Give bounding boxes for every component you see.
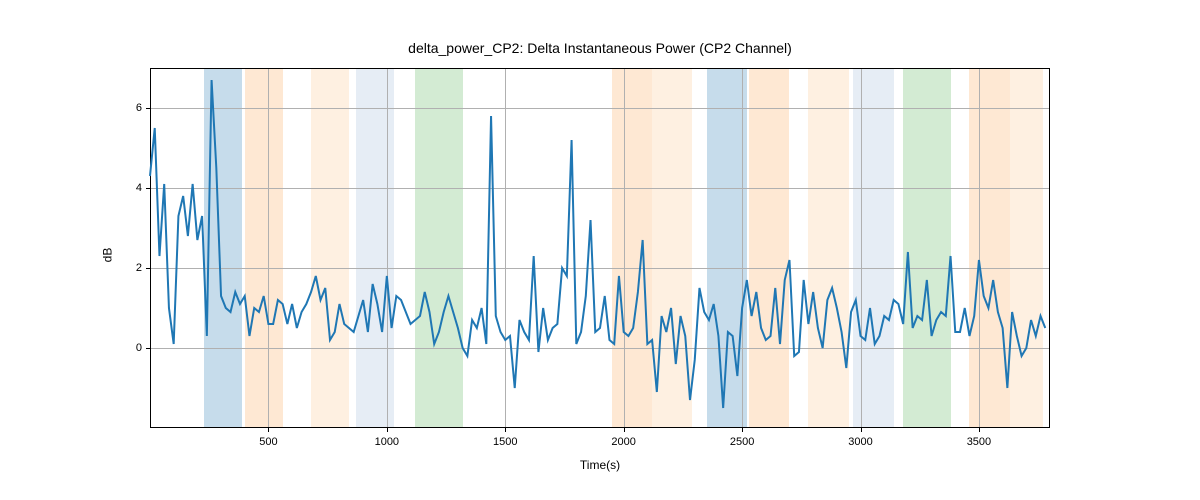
ytick-label: 2 [102,262,142,274]
chart-plot-area: 0246500100015002000250030003500 [150,68,1050,428]
ytick-mark [146,108,150,109]
ytick-mark [146,348,150,349]
chart-title: delta_power_CP2: Delta Instantaneous Pow… [150,40,1050,56]
xtick-label: 500 [248,436,288,448]
x-axis-label: Time(s) [150,458,1050,472]
ytick-label: 6 [102,102,142,114]
xtick-mark [505,428,506,432]
xtick-label: 1500 [485,436,525,448]
ytick-label: 0 [102,342,142,354]
xtick-label: 3000 [841,436,881,448]
ytick-mark [146,268,150,269]
ytick-mark [146,188,150,189]
xtick-label: 2000 [604,436,644,448]
xtick-mark [387,428,388,432]
line-series [150,68,1050,428]
xtick-mark [624,428,625,432]
y-axis-label: dB [100,248,114,263]
xtick-label: 1000 [367,436,407,448]
xtick-label: 3500 [959,436,999,448]
ytick-label: 4 [102,182,142,194]
xtick-mark [979,428,980,432]
xtick-mark [268,428,269,432]
xtick-label: 2500 [722,436,762,448]
xtick-mark [742,428,743,432]
xtick-mark [861,428,862,432]
